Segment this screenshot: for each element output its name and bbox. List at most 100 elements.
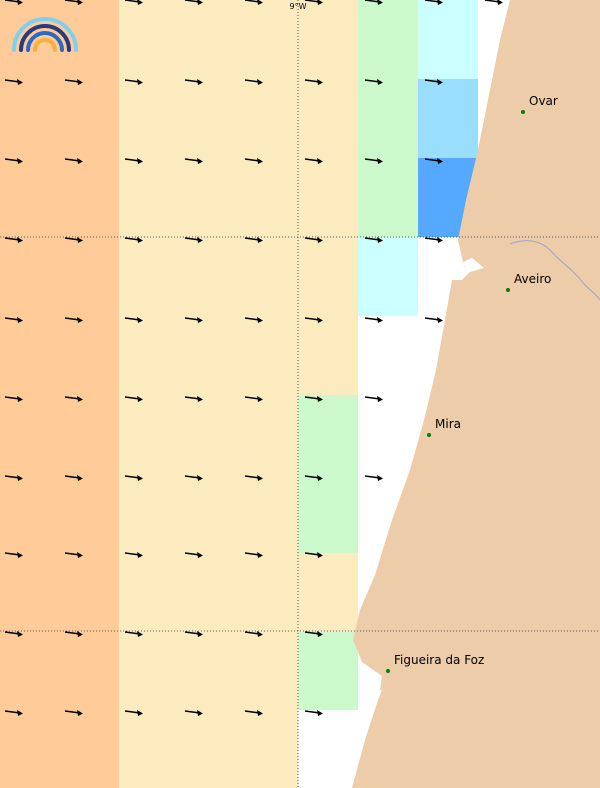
wind-arrow-head [77,0,83,5]
wind-arrow-head [437,79,443,85]
wind-arrow-head [17,158,23,164]
wind-arrow-head [77,158,83,164]
cell [298,553,358,632]
wind-arrow-head [257,552,263,558]
place-label: Mira [435,417,461,431]
wind-arrow-head [137,631,143,637]
place-dot [386,669,390,673]
wind-arrow-head [17,317,23,323]
wind-arrow-head [197,0,203,5]
wind-arrow-head [377,396,383,402]
cell [298,79,358,158]
wind-arrow-head [317,317,323,323]
wind-arrow-head [257,0,263,5]
wind-arrow-head [77,475,83,481]
cell [358,79,418,158]
place-dot [427,433,431,437]
wind-arrow-head [17,710,23,716]
land [352,0,600,788]
wind-arrow-head [17,552,23,558]
wind-arrow-head [17,0,23,5]
wind-arrow-head [257,79,263,85]
wind-arrow-head [197,158,203,164]
wind-arrow-head [257,237,263,243]
wind-arrow-head [257,710,263,716]
forecast-cells [0,0,478,788]
wind-arrow-head [77,317,83,323]
wind-arrow-head [257,158,263,164]
wind-arrow-head [257,317,263,323]
cell [298,0,358,79]
wind-arrow-head [137,0,143,5]
wind-arrow-head [137,552,143,558]
wind-arrow-head [437,237,443,243]
places: Ovar Aveiro Mira Figueira da Foz [386,94,558,673]
wind-arrow-head [77,79,83,85]
wind-arrow-head [317,552,323,558]
cell [298,158,358,237]
wind-arrow-head [197,552,203,558]
wind-arrows [4,0,503,716]
place-dot [521,110,525,114]
wind-arrow-head [317,710,323,716]
place-dot [506,288,510,292]
cell [298,237,358,316]
wind-arrow-head [497,0,503,5]
wind-arrow-head [17,237,23,243]
wind-arrow-head [197,710,203,716]
wind-arrow-head [377,475,383,481]
wind-arrow-head [137,475,143,481]
wind-arrow-head [77,552,83,558]
wind-arrow-head [377,79,383,85]
wind-arrow-head [257,396,263,402]
wind-arrow-head [197,237,203,243]
meridian-label: 9°W [290,2,307,11]
place-label: Ovar [529,94,558,108]
cell [358,237,418,316]
cell [418,79,478,158]
cell [418,0,478,79]
wind-arrow-head [137,710,143,716]
wind-arrow-head [377,317,383,323]
wind-arrow-head [137,317,143,323]
cell [119,0,298,788]
logo [12,17,78,52]
wind-arrow-head [317,396,323,402]
wind-arrow-head [197,475,203,481]
wind-arrow-head [137,158,143,164]
wind-arrow-head [137,396,143,402]
wind-arrow-head [317,237,323,243]
wind-arrow-head [17,79,23,85]
cell [358,0,418,79]
wind-arrow-head [377,237,383,243]
wind-arrow-head [317,158,323,164]
wind-arrow-head [17,396,23,402]
wind-arrow-head [77,237,83,243]
wind-arrow-head [17,475,23,481]
wind-arrow-head [317,0,323,5]
wind-arrow-head [437,0,443,5]
wind-arrow-head [137,79,143,85]
wind-arrow-head [77,396,83,402]
wind-arrow-head [377,158,383,164]
wind-arrow-head [437,158,443,164]
wind-arrow-head [377,0,383,5]
wind-arrow-head [77,631,83,637]
cell [298,474,358,553]
river [509,240,600,301]
wind-arrow-head [197,79,203,85]
wind-arrow-head [17,631,23,637]
wind-arrow-head [137,237,143,243]
wind-arrow-head [257,475,263,481]
cell [358,158,418,237]
wind-arrow-head [437,317,443,323]
cell [298,316,358,395]
cell [298,632,358,710]
wind-arrow-head [197,396,203,402]
wind-arrow-head [317,79,323,85]
lagoon [452,258,484,280]
wind-arrow-head [197,317,203,323]
wind-arrow-head [257,631,263,637]
